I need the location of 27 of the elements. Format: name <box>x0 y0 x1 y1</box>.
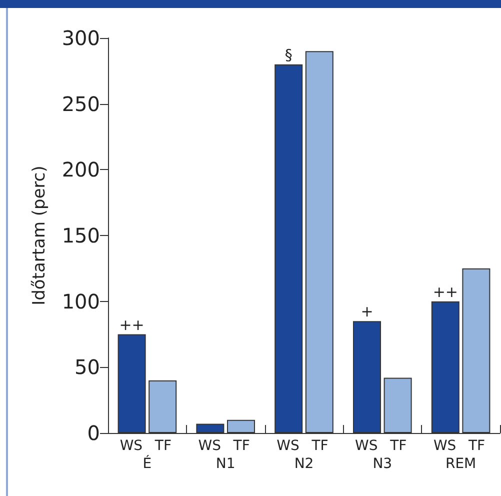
text: WS <box>276 438 300 454</box>
x-tick-label: REM <box>445 456 476 472</box>
y-tick-label: 50 <box>74 355 100 380</box>
text: WS <box>433 438 456 454</box>
text: WS <box>355 438 378 454</box>
text: TF <box>312 438 328 454</box>
y-tick-label: 150 <box>62 224 100 248</box>
series-label: WS <box>120 438 143 454</box>
annotation: + <box>360 302 374 321</box>
x-tick-label: N1 <box>216 456 236 472</box>
annotation: ++ <box>119 316 144 334</box>
text: TF <box>390 438 407 454</box>
y-tick-label: 200 <box>62 158 100 182</box>
y-tick-label: 300 <box>62 26 100 50</box>
x-tick-label: N3 <box>372 456 392 472</box>
x-tick-label: É <box>142 455 152 472</box>
y-tick-label: 250 <box>62 92 100 116</box>
y-tick-label: 0 <box>87 421 100 445</box>
text: TF <box>468 438 486 454</box>
y-tick-label: 100 <box>62 289 100 314</box>
annotation: ++ <box>432 282 458 301</box>
y-axis-title: Időtartam (perc) <box>30 166 50 306</box>
x-tick-label: N2 <box>294 456 314 472</box>
text: WS <box>198 438 221 454</box>
text: TF <box>233 438 250 454</box>
annotation: § <box>284 46 292 64</box>
series-label: TF <box>154 438 172 454</box>
